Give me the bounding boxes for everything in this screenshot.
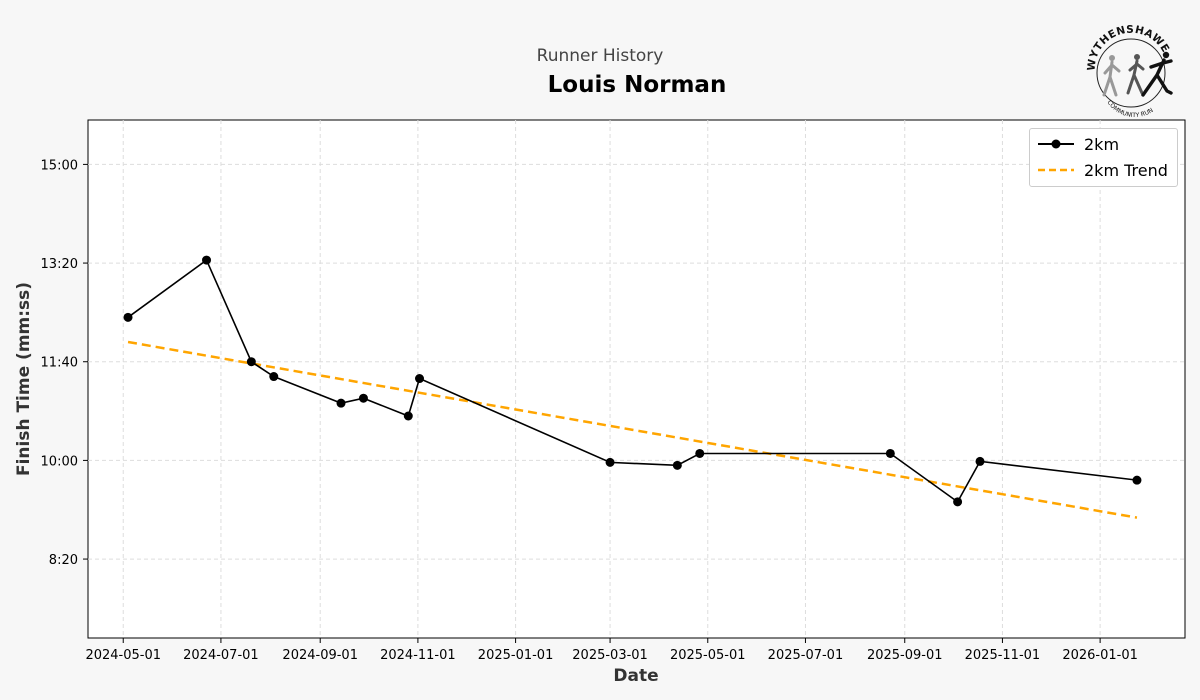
runner-name-title: Louis Norman (547, 72, 727, 98)
legend-label-trend: 2km Trend (1084, 160, 1168, 180)
data-point (123, 312, 133, 322)
data-point (695, 448, 705, 458)
legend-item-2km: 2km (1036, 132, 1119, 156)
runner-figure-light (1102, 55, 1121, 97)
wythenshawe-logo: WYTHENSHAWE COMMUNITY RUN (1085, 25, 1173, 117)
main-series (123, 255, 1142, 507)
data-point (246, 357, 256, 367)
runner-figure-dark (1141, 51, 1173, 97)
grid-lines (88, 120, 1185, 638)
x-tick-label: 2025-05-01 (670, 648, 746, 663)
x-tick-label: 2025-07-01 (768, 648, 844, 663)
y-tick-label: 13:20 (41, 257, 78, 272)
data-point (1132, 475, 1142, 485)
x-tick-label: 2024-11-01 (380, 648, 456, 663)
y-tick-label: 8:20 (49, 553, 78, 568)
x-tick-label: 2025-01-01 (478, 648, 554, 663)
data-point (953, 497, 963, 507)
x-axis-label: Date (613, 666, 658, 686)
y-tick-label: 11:40 (41, 356, 78, 371)
data-point (415, 374, 425, 384)
x-tick-label: 2025-09-01 (867, 648, 943, 663)
data-point (885, 448, 895, 458)
x-tick-label: 2024-05-01 (85, 648, 161, 663)
data-point (336, 398, 346, 408)
chart-legend: 2km 2km Trend (1029, 128, 1178, 187)
data-point (202, 255, 212, 265)
y-tick-label: 15:00 (41, 158, 78, 173)
legend-item-trend: 2km Trend (1036, 158, 1168, 182)
runner-figure-mid (1126, 54, 1145, 95)
data-point (605, 457, 615, 467)
x-tick-label: 2026-01-01 (1062, 648, 1138, 663)
y-axis-ticks: 8:20 10:00 11:40 13:20 15:00 (41, 158, 88, 568)
data-point (975, 456, 985, 466)
plot-area (87, 119, 1186, 639)
x-tick-label: 2024-07-01 (183, 648, 259, 663)
y-tick-label: 10:00 (41, 454, 78, 469)
x-tick-label: 2025-11-01 (965, 648, 1041, 663)
data-point (269, 372, 279, 382)
x-tick-label: 2024-09-01 (282, 648, 358, 663)
chart-subtitle: Runner History (536, 46, 664, 66)
trend-line (127, 340, 1138, 519)
legend-label-2km: 2km (1084, 134, 1120, 154)
y-axis-label: Finish Time (mm:ss) (14, 282, 34, 476)
legend-swatch-trend (1038, 168, 1074, 172)
data-point (358, 393, 368, 403)
data-point (403, 411, 413, 421)
x-tick-label: 2025-03-01 (572, 648, 648, 663)
trend-series (127, 340, 1138, 519)
x-axis-ticks: 2024-05-01 2024-07-01 2024-09-01 2024-11-01… (85, 638, 1138, 663)
data-point (672, 460, 682, 470)
legend-swatch-2km (1038, 139, 1074, 149)
